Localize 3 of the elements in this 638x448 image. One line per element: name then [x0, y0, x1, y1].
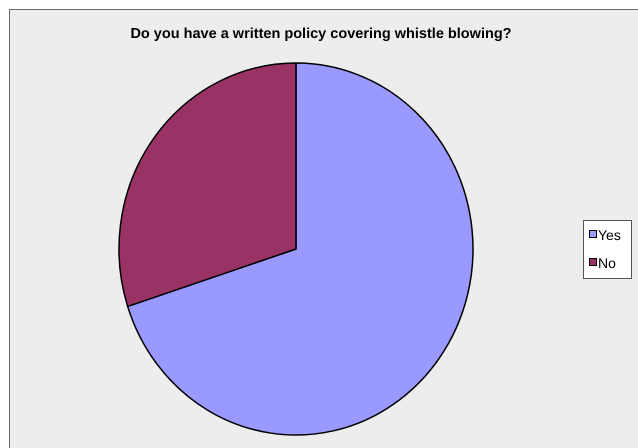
legend-label: Yes	[598, 227, 621, 243]
legend-label: No	[598, 255, 616, 271]
chart-title: Do you have a written policy covering whistle blowing?	[130, 26, 512, 42]
